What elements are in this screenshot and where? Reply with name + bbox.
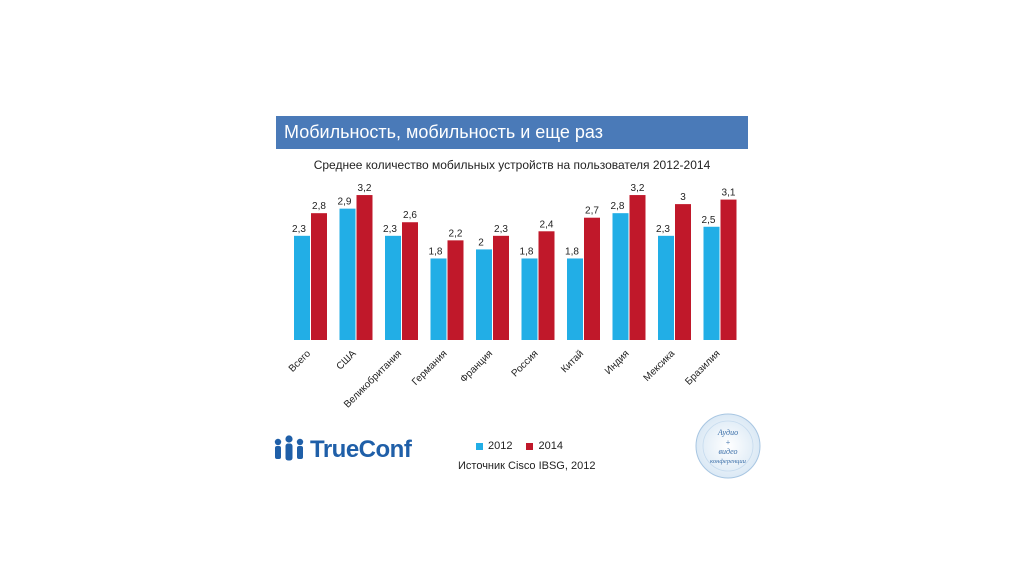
bar-2012-8 bbox=[612, 213, 629, 340]
legend-label-2014: 2014 bbox=[538, 440, 563, 452]
data-label-2012-1: 2,3 bbox=[292, 224, 306, 235]
bar-2014-9 bbox=[675, 204, 691, 340]
data-label-2012-5: 2 bbox=[478, 237, 484, 248]
bar-2012-4 bbox=[430, 258, 447, 340]
bar-2014-3 bbox=[402, 222, 418, 340]
bar-2012-6 bbox=[521, 258, 538, 340]
bar-2012-7 bbox=[567, 258, 583, 340]
bar-2012-5 bbox=[476, 249, 492, 340]
data-label-2012-8: 2,8 bbox=[611, 201, 625, 212]
bar-2014-10 bbox=[720, 199, 737, 340]
data-label-2014-8: 3,2 bbox=[631, 183, 645, 194]
category-label-5: Франция bbox=[458, 348, 495, 385]
data-label-2014-5: 2,3 bbox=[494, 224, 508, 235]
data-label-2012-10: 2,5 bbox=[702, 215, 716, 226]
source-note: Источник Cisco IBSG, 2012 bbox=[458, 460, 596, 472]
category-label-6: Россия bbox=[510, 348, 541, 379]
data-label-2014-7: 2,7 bbox=[585, 206, 599, 217]
seal-text-line-4: конференции bbox=[710, 458, 747, 465]
bar-2014-7 bbox=[584, 217, 600, 340]
category-label-7: Китай bbox=[559, 348, 586, 375]
bar-2014-5 bbox=[493, 235, 509, 340]
seal-text-line-2: + bbox=[726, 438, 731, 447]
category-label-2: США bbox=[335, 348, 359, 372]
seal-text-line-3: видео bbox=[718, 447, 737, 456]
data-label-2014-1: 2,8 bbox=[312, 201, 326, 212]
slide-title: Мобильность, мобильность и еще раз bbox=[276, 116, 748, 149]
legend-item-2012: 2012 bbox=[476, 440, 512, 452]
bar-2014-2 bbox=[356, 195, 373, 340]
seal-text-line-1: Аудио bbox=[717, 428, 738, 437]
data-label-2014-4: 2,2 bbox=[449, 228, 463, 239]
category-label-9: Мексика bbox=[642, 348, 678, 384]
bar-2012-1 bbox=[294, 235, 310, 340]
bar-2012-2 bbox=[339, 208, 356, 340]
data-label-2012-2: 2,9 bbox=[338, 197, 352, 208]
legend-label-2012: 2012 bbox=[488, 440, 513, 452]
category-label-8: Индия bbox=[603, 348, 632, 377]
legend-swatch-2012 bbox=[476, 442, 483, 450]
data-label-2012-7: 1,8 bbox=[565, 246, 579, 257]
data-label-2014-3: 2,6 bbox=[403, 210, 417, 221]
data-label-2012-3: 2,3 bbox=[383, 224, 397, 235]
bar-2012-10 bbox=[703, 226, 720, 340]
bar-2014-1 bbox=[311, 213, 327, 340]
people-icon bbox=[274, 435, 304, 461]
bar-2012-9 bbox=[658, 235, 674, 340]
chart-legend: 2012 2014 bbox=[476, 440, 563, 452]
category-label-10: Бразилия bbox=[683, 348, 722, 387]
chart-title: Среднее количество мобильных устройств н… bbox=[313, 158, 711, 172]
data-label-2014-2: 3,2 bbox=[358, 183, 372, 194]
legend-item-2014: 2014 bbox=[526, 440, 563, 452]
bar-2014-8 bbox=[629, 195, 646, 340]
data-label-2014-9: 3 bbox=[680, 192, 686, 203]
data-label-2012-4: 1,8 bbox=[429, 246, 443, 257]
bar-2012-3 bbox=[385, 235, 401, 340]
logo-text: TrueConf bbox=[310, 436, 412, 463]
legend-swatch-2014 bbox=[526, 442, 534, 450]
category-label-1: Всего bbox=[287, 348, 314, 375]
data-label-2014-6: 2,4 bbox=[540, 219, 554, 230]
bar-2014-6 bbox=[538, 231, 555, 340]
category-label-4: Германия bbox=[410, 348, 449, 387]
conference-seal: Аудио + видео конференции bbox=[695, 413, 761, 479]
data-label-2012-6: 1,8 bbox=[520, 246, 534, 257]
bar-2014-4 bbox=[447, 240, 464, 340]
data-label-2014-10: 3,1 bbox=[722, 188, 736, 199]
trueconf-logo: TrueConf bbox=[272, 434, 412, 466]
data-label-2012-9: 2,3 bbox=[656, 224, 670, 235]
